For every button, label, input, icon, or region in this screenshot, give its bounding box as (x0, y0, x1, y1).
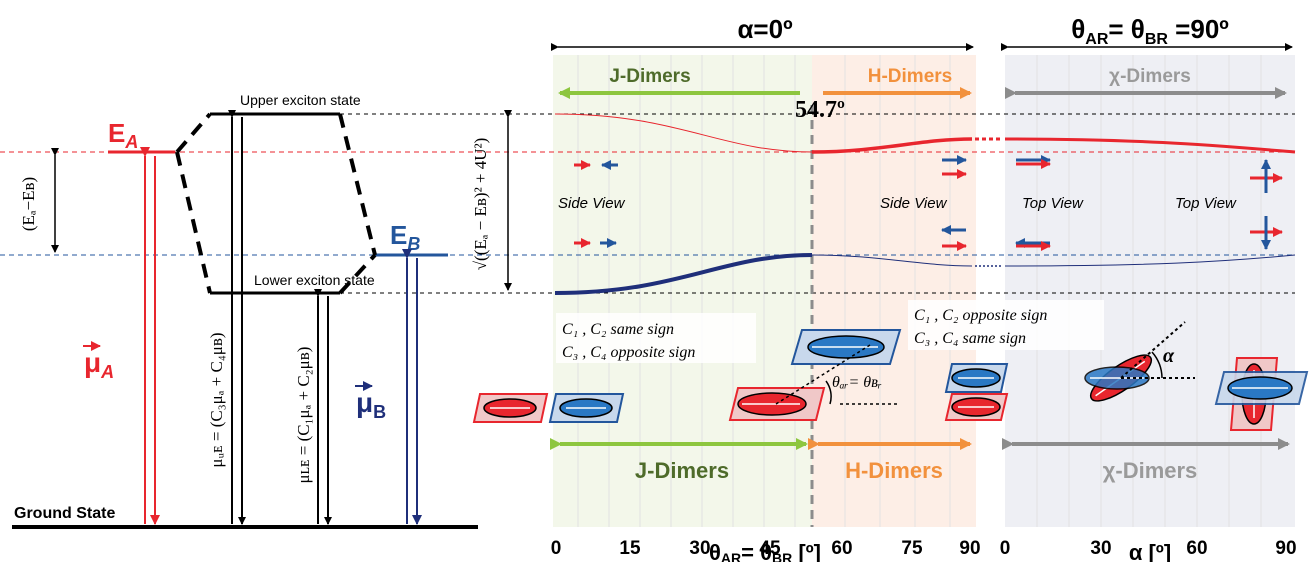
lower-exciton-state-label: Lower exciton state (254, 272, 375, 288)
right-x-tick: 90 (1275, 538, 1296, 559)
alpha-symbol: α (1163, 345, 1175, 367)
top-view-right-upper-dipoles (1250, 159, 1283, 193)
upper-energy-curve-chi (1004, 137, 1296, 154)
lower-energy-curve-h (811, 254, 973, 267)
h-dimer-molecule-a (944, 393, 1009, 421)
h-dimers-top-label: H-Dimers (868, 66, 952, 87)
theta-reference-line (775, 344, 871, 405)
top-view-right-label: Top View (1175, 195, 1237, 212)
alpha-arc (1151, 351, 1163, 379)
h-dimers-bottom-label: H-Dimers (845, 458, 943, 483)
left-x-tick: 15 (619, 538, 641, 559)
side-view-right-label: Side View (880, 195, 948, 212)
energy-gap-label: (Eₐ−Eʙ) (19, 177, 38, 231)
alpha-zero-title: α=0º (737, 14, 793, 44)
left-x-axis-label: θAR= θBR [º] (709, 540, 821, 562)
mu-b-label: μB (355, 381, 386, 422)
theta-90-title: θAR= θBR =90º (1071, 14, 1229, 48)
mu-a-transition-arrow (140, 147, 160, 525)
top-view-left-lower-dipoles (1015, 238, 1051, 251)
splitting-label: √((Eₐ − Eʙ)² + 4U²) (471, 138, 490, 271)
upper-energy-curve-h (811, 137, 973, 154)
svg-text:C₃ , C₄ opposite sign: C₃ , C₄ opposite sign (562, 344, 695, 361)
mu-a-label: μA (83, 341, 114, 382)
magic-angle-label: 54.7º (795, 97, 845, 123)
svg-text:μA: μA (84, 347, 114, 382)
svg-text:C₁ , C₂ same sign: C₁ , C₂ same sign (562, 321, 674, 338)
lower-energy-curve-chi (1004, 254, 1296, 267)
j-dimer-molecule-a (472, 393, 549, 423)
side-view-right-lower-dipoles (941, 225, 967, 251)
svg-text:C₃ , C₄ same sign: C₃ , C₄ same sign (914, 330, 1026, 347)
angled-molecule-a (728, 387, 826, 421)
ea-label: EA (108, 118, 138, 152)
left-x-tick: 90 (959, 538, 980, 559)
left-x-axis-ticks: 0 15 30 45 60 75 90 (551, 538, 981, 559)
upper-energy-curve-j (554, 113, 813, 153)
mu-ue-label: μᵤᴇ = (C₃μₐ + C₄μʙ) (207, 332, 226, 467)
level-connectors (175, 112, 377, 295)
right-x-tick: 0 (1000, 538, 1011, 559)
lower-energy-curve-j (554, 253, 813, 295)
j-dimers-top-label: J-Dimers (609, 66, 690, 87)
right-x-axis-label: α [º] (1129, 540, 1171, 562)
upper-exciton-state-label: Upper exciton state (240, 92, 361, 108)
side-view-right-upper-dipoles (942, 155, 967, 179)
chi90-molecule-b (1214, 371, 1309, 405)
alpha-reference-line (1120, 321, 1186, 379)
mu-le-label: μʟᴇ = (C₁μₐ + C₂μʙ) (294, 347, 313, 484)
j-coefficient-note: C₁ , C₂ same sign C₃ , C₄ opposite sign (556, 313, 756, 363)
chi-dimers-top-label: χ-Dimers (1109, 66, 1191, 87)
svg-text:μB: μB (356, 387, 386, 422)
top-view-left-upper-dipoles (1016, 155, 1051, 169)
top-view-left-label: Top View (1022, 195, 1084, 212)
angled-molecule-b (790, 329, 902, 365)
h-dimer-region (812, 55, 976, 527)
upper-exciton-transition-arrow (228, 110, 246, 525)
lower-exciton-transition-arrow (314, 289, 332, 525)
left-x-tick: 75 (901, 538, 923, 559)
theta-label: θₐᵣ= θʙᵣ (832, 374, 882, 391)
eb-label: EB (390, 220, 420, 254)
j-dimers-bottom-label: J-Dimers (635, 458, 729, 483)
left-x-tick: 30 (689, 538, 710, 559)
svg-text:C₁ , C₂ opposite sign: C₁ , C₂ opposite sign (914, 307, 1047, 324)
j-dimer-molecule-b (548, 393, 625, 423)
chi-coefficient-note: C₁ , C₂ opposite sign C₃ , C₄ same sign (908, 300, 1104, 350)
theta-arc (825, 380, 832, 405)
top-view-right-lower-dipoles (1250, 216, 1283, 250)
mu-b-transition-arrow (402, 249, 422, 525)
right-x-axis-ticks: 0 30 60 90 (1000, 538, 1297, 559)
left-x-tick: 0 (551, 538, 562, 559)
left-x-tick: 60 (831, 538, 852, 559)
ground-state-label: Ground State (14, 505, 115, 522)
chi-dimers-bottom-label: χ-Dimers (1103, 458, 1198, 483)
left-x-tick: 45 (759, 538, 781, 559)
h-dimer-molecule-b (944, 363, 1009, 393)
chi-dimer-region (1005, 55, 1295, 527)
right-x-tick: 60 (1186, 538, 1207, 559)
side-view-left-label: Side View (558, 195, 626, 212)
right-x-tick: 30 (1090, 538, 1111, 559)
